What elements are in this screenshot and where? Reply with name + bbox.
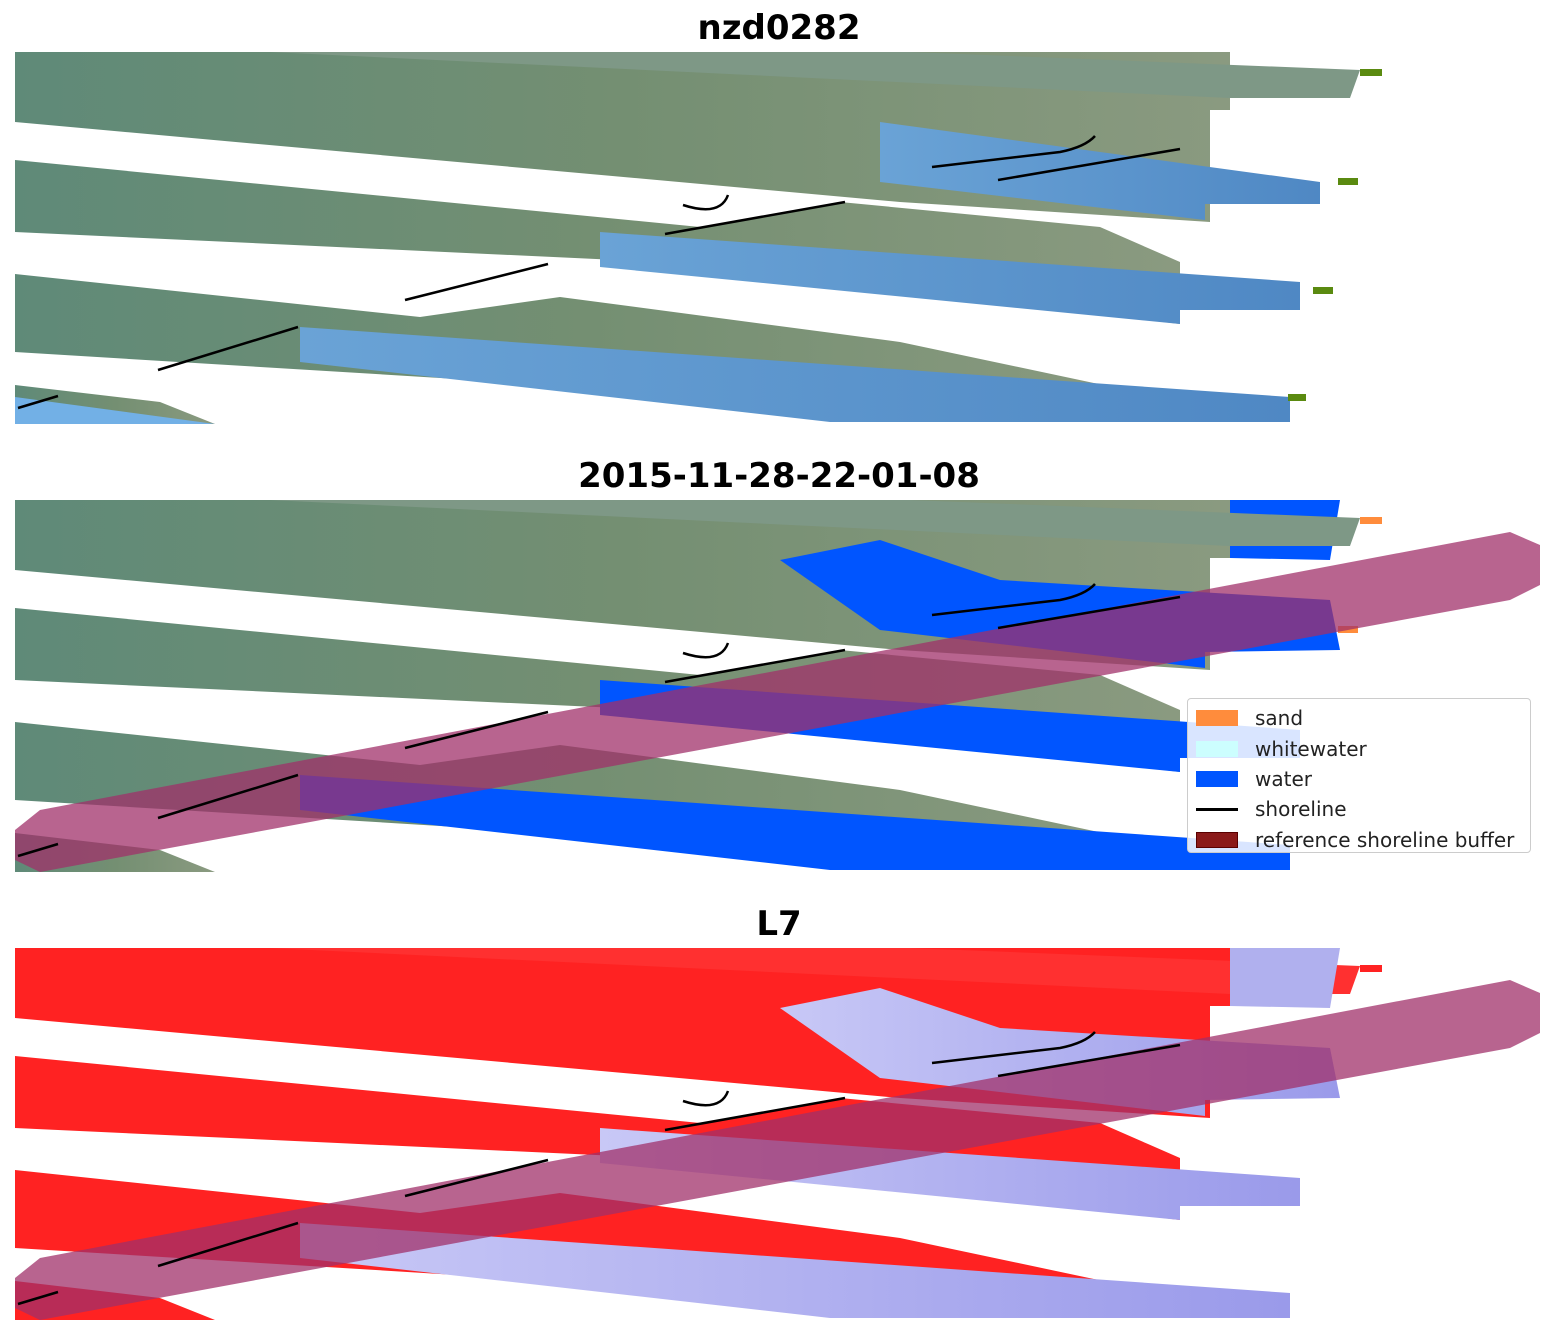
legend-line-shoreline — [1196, 807, 1238, 811]
shoreline — [664, 1096, 846, 1132]
shoreline — [997, 1043, 1181, 1078]
shoreline-paths — [17, 1031, 1181, 1306]
shoreline — [157, 773, 299, 820]
sand-marks — [1288, 69, 1382, 401]
classification-stripes — [15, 500, 1360, 872]
scan-stripe-sea — [880, 122, 1320, 220]
legend-label: reference shoreline buffer — [1255, 827, 1515, 852]
legend-label: sand — [1255, 706, 1304, 731]
legend-label: whitewater — [1255, 736, 1367, 761]
panel-title-date: 2015-11-28-22-01-08 — [578, 456, 980, 496]
sand-mark — [1338, 178, 1358, 185]
shoreline — [404, 710, 549, 750]
legend-swatch-sand — [1196, 710, 1238, 727]
sand-mark — [1360, 69, 1382, 76]
shoreline — [931, 1031, 1096, 1065]
legend-swatch-water — [1196, 770, 1238, 787]
rgb-image-panel — [15, 52, 1382, 424]
shoreline — [997, 147, 1181, 182]
shoreline — [682, 642, 730, 659]
reference-shoreline-buffer — [15, 532, 1540, 872]
shoreline — [931, 583, 1096, 617]
classification-panel — [15, 500, 1540, 872]
sand-mark — [1360, 517, 1382, 524]
panel-title-satellite: L7 — [756, 904, 802, 944]
shoreline — [17, 394, 59, 410]
shoreline — [17, 842, 59, 858]
legend-item-whitewater: whitewater — [1188, 733, 1530, 763]
shoreline — [682, 1090, 730, 1107]
scan-stripe-land — [270, 500, 1360, 546]
index-stripe-water — [1230, 948, 1340, 1008]
rgb-scan-stripes — [15, 52, 1360, 424]
legend-item-reference-buffer: reference shoreline buffer — [1188, 825, 1530, 855]
shoreline — [931, 135, 1096, 169]
water-class-region — [300, 775, 1290, 870]
shoreline — [682, 194, 730, 211]
shoreline-paths — [17, 583, 1181, 858]
legend-item-sand: sand — [1188, 703, 1530, 733]
legend-item-water: water — [1188, 764, 1530, 794]
shoreline — [404, 262, 549, 302]
legend-label: water — [1255, 766, 1312, 791]
scan-stripe-sea — [600, 232, 1300, 324]
sand-mark — [1288, 394, 1306, 401]
legend-item-shoreline: shoreline — [1188, 794, 1530, 824]
legend-label: shoreline — [1255, 797, 1347, 822]
scan-stripe-sea — [15, 397, 215, 424]
shoreline — [157, 1221, 299, 1268]
legend-swatch-whitewater — [1196, 740, 1238, 757]
legend-swatch-buffer — [1196, 831, 1238, 848]
panel-title-rgb: nzd0282 — [697, 8, 861, 48]
sand-mark — [1360, 965, 1382, 972]
shoreline — [664, 200, 846, 236]
shoreline — [17, 1290, 59, 1306]
legend: sand whitewater water shoreline referenc… — [1187, 698, 1531, 853]
shoreline — [997, 595, 1181, 630]
scan-stripe-land — [270, 52, 1360, 98]
index-stripe-land — [270, 948, 1360, 994]
scan-stripe-sea — [300, 327, 1290, 422]
sand-mark — [1313, 287, 1333, 294]
reference-shoreline-buffer — [15, 980, 1540, 1320]
shoreline — [664, 648, 846, 684]
index-image-panel — [15, 948, 1540, 1320]
index-stripe-water — [300, 1223, 1290, 1318]
shoreline — [404, 1158, 549, 1198]
shoreline-paths — [17, 135, 1181, 410]
shoreline — [157, 325, 299, 372]
